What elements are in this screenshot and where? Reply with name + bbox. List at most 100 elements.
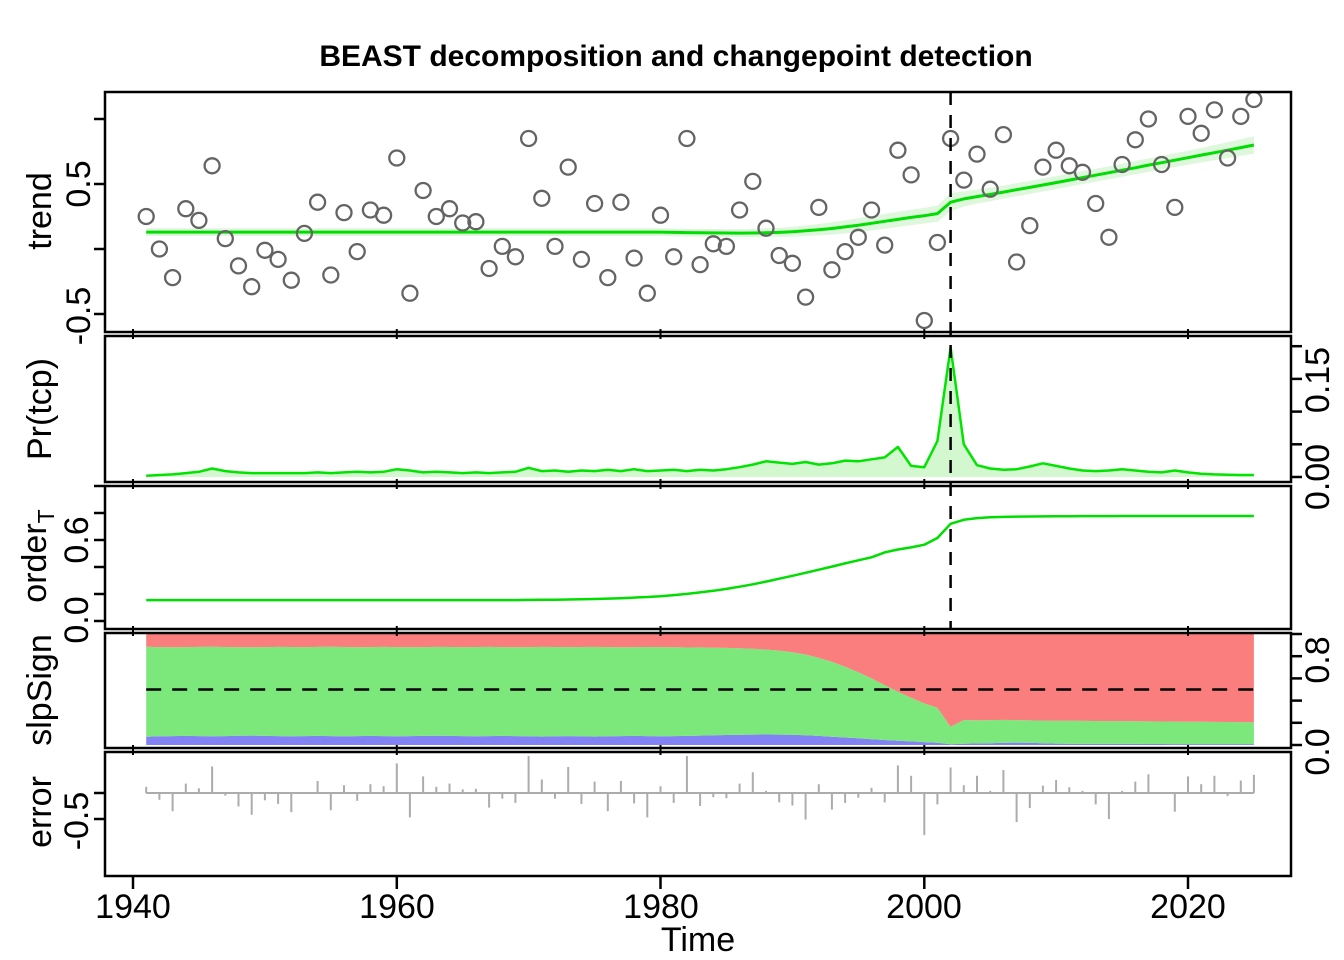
- data-point: [625, 249, 643, 267]
- data-point: [546, 237, 564, 256]
- slp-green-area: [146, 646, 1254, 745]
- data-point: [862, 201, 881, 219]
- trend-line: [146, 143, 1255, 235]
- data-point: [572, 250, 591, 269]
- data-point: [638, 284, 656, 302]
- data-point: [282, 271, 300, 289]
- data-point: [1100, 228, 1118, 246]
- data-point: [665, 248, 683, 266]
- data-point: [559, 158, 577, 176]
- data-point: [1126, 131, 1144, 149]
- data-point: [506, 248, 525, 266]
- data-point: [849, 228, 867, 246]
- x-tick-1980: 1980: [623, 888, 699, 926]
- x-tick-2020: 2020: [1150, 888, 1226, 926]
- data-point: [203, 157, 221, 175]
- data-point: [599, 268, 617, 287]
- x-tick-1940: 1940: [95, 888, 171, 926]
- x-tick-1960: 1960: [359, 888, 435, 926]
- pr-axis-label: Pr(tcp): [21, 358, 59, 460]
- data-point: [1166, 198, 1184, 217]
- data-point: [177, 200, 195, 218]
- data-point: [783, 254, 802, 272]
- data-point: [730, 201, 749, 219]
- panel-border: [103, 334, 1293, 484]
- data-point: [836, 242, 854, 261]
- data-point: [968, 145, 986, 163]
- data-point: [335, 203, 353, 222]
- data-point: [137, 207, 155, 226]
- order-tick-0.0: 0.0: [58, 596, 96, 644]
- data-point: [1021, 216, 1039, 235]
- pr-line: [146, 346, 1254, 477]
- slpsign-tick-0.0: 0.0: [1299, 728, 1337, 776]
- pr-area: [146, 347, 1254, 477]
- data-point: [1113, 155, 1131, 174]
- order-axis-label-text: order: [16, 523, 55, 603]
- data-point: [229, 257, 248, 275]
- data-point: [889, 141, 907, 159]
- slpsign-axis-label: slpSign: [21, 634, 59, 746]
- data-point: [757, 219, 775, 237]
- trend-tick-0.5: 0.5: [60, 160, 98, 208]
- data-point: [1245, 90, 1263, 109]
- pr-tick-0.15: 0.15: [1299, 346, 1337, 414]
- data-point: [1034, 158, 1052, 176]
- data-point: [1087, 194, 1105, 213]
- trend-axis-label: trend: [21, 172, 59, 250]
- slp-blue-area: [146, 734, 1254, 745]
- panel-border: [103, 90, 1293, 334]
- order-axis-label-subscript: T: [32, 509, 59, 524]
- data-point: [823, 261, 841, 279]
- data-point: [796, 288, 815, 306]
- chart-title: BEAST decomposition and changepoint dete…: [319, 40, 1033, 73]
- error-tick--0.5: -0.5: [58, 791, 96, 851]
- data-point: [256, 241, 274, 259]
- x-axis-title: Time: [660, 921, 736, 959]
- data-point: [480, 259, 498, 278]
- data-point: [216, 229, 234, 248]
- data-point: [467, 213, 485, 231]
- data-point: [1218, 149, 1237, 167]
- data-point: [322, 266, 340, 284]
- data-point: [269, 250, 287, 269]
- data-point: [704, 235, 722, 253]
- pr-tick-0.00: 0.00: [1299, 443, 1337, 511]
- data-point: [902, 166, 920, 184]
- data-point: [770, 246, 788, 265]
- data-point: [295, 224, 314, 243]
- data-point: [612, 193, 630, 211]
- data-point: [994, 125, 1013, 144]
- data-point: [150, 240, 169, 258]
- data-point: [1047, 141, 1065, 159]
- data-point: [427, 207, 445, 226]
- order-axis-label: orderT: [16, 509, 59, 603]
- data-point: [163, 268, 182, 287]
- data-point: [440, 200, 459, 218]
- panel-border: [103, 631, 1293, 750]
- data-point: [374, 206, 393, 224]
- data-point: [1205, 101, 1224, 119]
- data-point: [678, 129, 696, 148]
- error-axis-label: error: [21, 776, 59, 848]
- slpsign-tick-0.8: 0.8: [1299, 636, 1337, 684]
- data-point: [651, 206, 670, 224]
- order-line: [146, 514, 1254, 602]
- data-point: [308, 193, 327, 211]
- data-point: [493, 237, 511, 256]
- trend-tick--0.5: -0.5: [60, 286, 98, 346]
- data-point: [519, 129, 538, 148]
- data-point: [348, 242, 366, 261]
- order-tick-0.6: 0.6: [58, 516, 96, 564]
- data-point: [1179, 107, 1197, 126]
- data-point: [928, 233, 947, 252]
- x-tick-2000: 2000: [886, 888, 962, 926]
- data-point: [876, 236, 894, 254]
- data-point: [454, 214, 472, 232]
- data-point: [414, 181, 432, 200]
- data-point: [915, 311, 933, 330]
- data-point: [1152, 155, 1171, 174]
- data-point: [744, 172, 762, 191]
